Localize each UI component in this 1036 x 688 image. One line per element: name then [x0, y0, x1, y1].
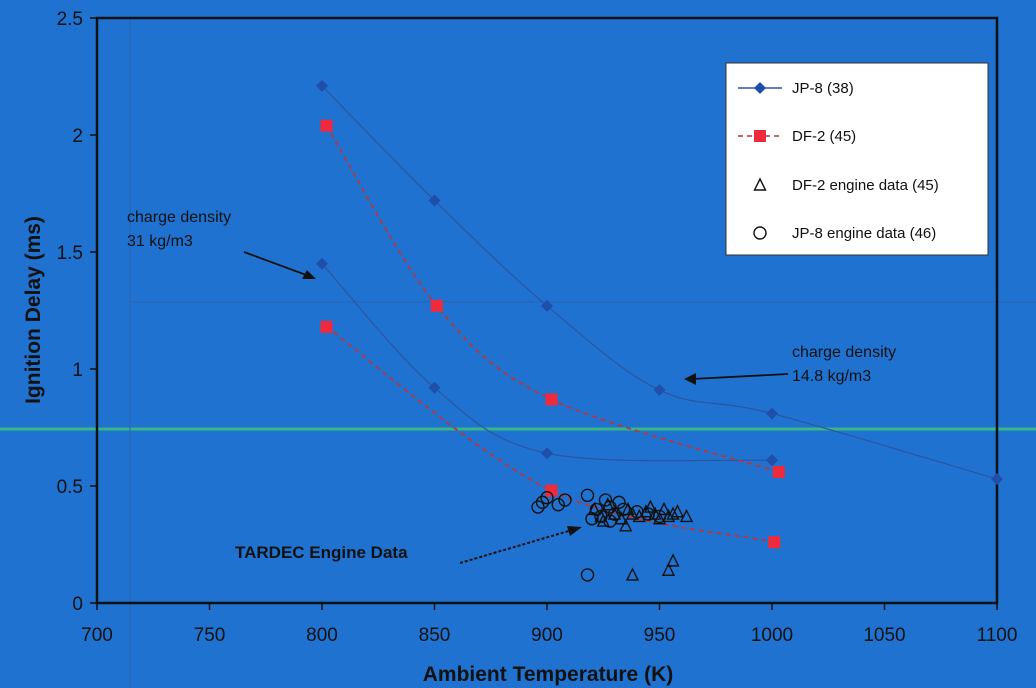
x-axis-title: Ambient Temperature (K): [423, 663, 673, 686]
annotation-tardec: TARDEC Engine Data: [235, 526, 582, 564]
df2-engine-point: [652, 511, 667, 525]
x-tick-label: 850: [419, 625, 451, 646]
x-tick-label: 750: [194, 625, 226, 646]
x-tick-label: 1050: [863, 625, 905, 646]
jp8-engine-point: [580, 568, 595, 582]
df2-point: [545, 393, 558, 406]
df2-engine-point: [625, 506, 640, 520]
df2-engine-point: [621, 501, 635, 516]
annotation-31-arrowhead: [302, 270, 316, 279]
x-tick-label: 700: [81, 625, 113, 646]
y-tick-label: 2.5: [57, 9, 83, 30]
jp8-engine-point: [753, 226, 767, 240]
annotation-31: charge density 31 kg/m3: [127, 209, 316, 279]
y-tick-label: 2: [72, 126, 83, 147]
annotation-14-arrowhead: [684, 373, 696, 385]
jp8-point: [991, 472, 1003, 485]
df2-point: [768, 536, 781, 549]
jp8-engine-point: [612, 495, 626, 510]
annotation-31-arrow: [243, 251, 310, 277]
y-tick-label: 1.5: [57, 243, 83, 264]
df2-engine-point: [661, 562, 676, 576]
df2-engine-point: [670, 504, 685, 518]
annotation-31-line2: 31 kg/m3: [127, 233, 193, 250]
df2-engine-point: [753, 177, 767, 191]
legend-box: [725, 62, 989, 256]
legend-label: DF-2 (45): [792, 128, 856, 145]
series-line: [325, 125, 780, 473]
annotation-14-line2: 14.8 kg/m3: [792, 368, 871, 385]
legend-label: JP-8 (38): [792, 80, 854, 97]
df2-point: [772, 465, 785, 478]
jp8-engine-point: [598, 493, 613, 507]
jp8-engine-point: [616, 502, 631, 517]
annotation-tardec-arrow: [459, 529, 573, 564]
df2-point: [754, 130, 766, 142]
df2-point: [320, 320, 333, 333]
legend-label: JP-8 engine data (46): [792, 225, 936, 242]
jp8-point: [766, 454, 778, 467]
annotation-31-line1: charge density: [127, 209, 231, 226]
jp8-engine-point: [585, 512, 599, 526]
jp8-engine-point: [580, 488, 595, 503]
x-tick-label: 1000: [751, 625, 793, 646]
y-tick-label: 0.5: [57, 477, 83, 498]
jp8-point: [428, 194, 441, 207]
jp8-engine-point: [652, 509, 667, 524]
df2-engine-point: [607, 506, 622, 520]
annotation-14-arrow: [691, 373, 789, 380]
x-tick-label: 950: [644, 625, 676, 646]
series-line: [325, 326, 775, 544]
df2-engine-point: [619, 518, 633, 532]
x-axis-ticks: 700 750 800 850 900 950 1000 1050 1100: [81, 603, 1017, 646]
jp8-point: [754, 82, 766, 94]
jp8-engine-point: [551, 498, 565, 512]
jp8-engine-point: [558, 493, 572, 507]
df2-engine-point: [643, 499, 658, 513]
x-tick-label: 900: [531, 625, 563, 646]
annotation-tardec-label: TARDEC Engine Data: [235, 543, 408, 562]
series-0: [316, 79, 1003, 485]
jp8-point: [541, 447, 553, 460]
jp8-engine-point: [531, 500, 545, 514]
x-tick-label: 800: [306, 625, 338, 646]
x-tick-label: 1100: [977, 625, 1018, 646]
series-line: [321, 85, 998, 480]
jp8-point: [766, 407, 778, 420]
df2-engine-point: [657, 501, 671, 516]
series-layer: [316, 79, 1003, 582]
jp8-engine-point: [603, 514, 617, 528]
y-axis-title: Ignition Delay (ms): [22, 216, 45, 404]
annotation-14: charge density 14.8 kg/m3: [684, 344, 896, 385]
df2-engine-point: [666, 506, 680, 520]
jp8-point: [428, 381, 441, 394]
df2-point: [430, 299, 443, 312]
df2-engine-point: [648, 506, 662, 520]
jp8-point: [316, 79, 328, 92]
df2-engine-point: [679, 508, 694, 523]
df2-point: [320, 119, 333, 132]
y-tick-label: 0: [72, 594, 83, 615]
jp8-point: [653, 384, 666, 397]
jp8-engine-point: [535, 495, 550, 510]
legend: JP-8 (38) DF-2 (45) DF-2 engine data (45) J…: [725, 62, 989, 256]
legend-label: DF-2 engine data (45): [792, 177, 939, 194]
df2-engine-point: [666, 553, 680, 567]
df2-point: [545, 484, 558, 497]
y-tick-label: 1: [72, 360, 83, 381]
series-1: [320, 119, 785, 549]
y-axis-ticks: 0 0.5 1 1.5 2 2.5: [57, 9, 97, 615]
series-3: [531, 488, 667, 582]
jp8-point: [541, 299, 553, 312]
jp8-engine-point: [540, 491, 554, 505]
annotation-tardec-arrowhead: [567, 526, 582, 536]
annotation-14-line1: charge density: [792, 344, 896, 361]
jp8-point: [316, 257, 328, 270]
series-line: [321, 263, 773, 462]
df2-engine-point: [625, 567, 640, 581]
